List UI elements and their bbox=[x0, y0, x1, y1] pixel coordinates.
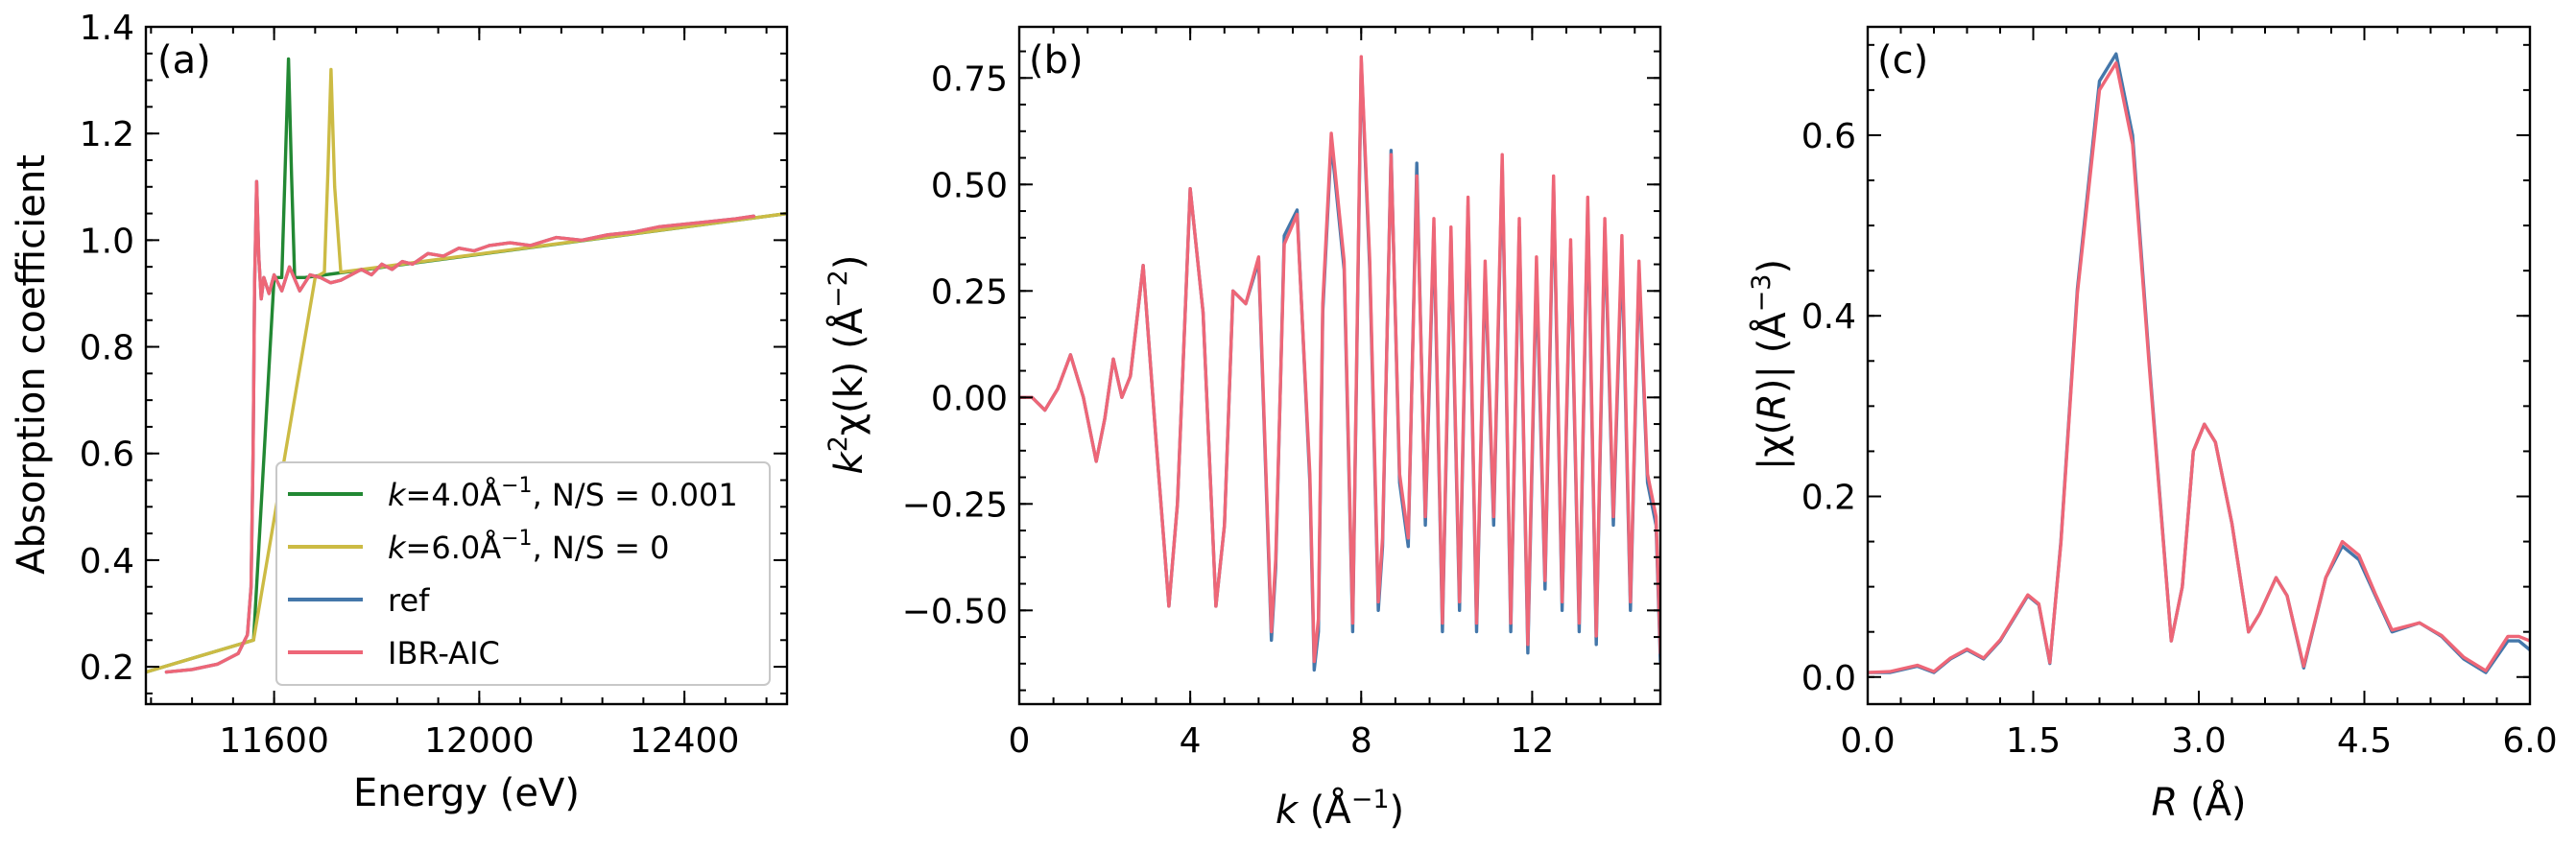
panel-a-x-tick-label: 11600 bbox=[219, 721, 329, 761]
panel-c-y-label-italic: R bbox=[1751, 393, 1795, 420]
panel-a-x-tick-label: 12000 bbox=[424, 721, 535, 761]
panel-a-legend: k=4.0Å−1, N/S = 0.001 k=6.0Å−1, N/S = 0 … bbox=[276, 462, 770, 685]
panel-b-x-label-tail: ) bbox=[1390, 789, 1405, 833]
panel-b-label: (b) bbox=[1029, 38, 1084, 82]
panel-c-x-tick-label: 3.0 bbox=[2171, 721, 2226, 761]
legend-label-k4-sup: −1 bbox=[501, 474, 532, 498]
panel-c-y-label-tail: ) bbox=[1751, 259, 1795, 274]
panel-a-y-tick-label: 1.2 bbox=[80, 115, 134, 154]
panel-b-y-tick-label: 0.75 bbox=[931, 59, 1008, 99]
panel-a-y-tick-label: 1.0 bbox=[80, 222, 134, 261]
panel-c-x-tick-label: 1.5 bbox=[2006, 721, 2061, 761]
panel-c-y-axis-label: |χ(R)| (Å−3) bbox=[1747, 259, 1795, 470]
panel-c-x-label-main: (Å) bbox=[2178, 779, 2246, 825]
legend-label-k4-tail: , N/S = 0.001 bbox=[533, 477, 738, 513]
panel-b-y-label-italic: k bbox=[827, 450, 871, 474]
panel-b-x-label-italic: k bbox=[1276, 789, 1300, 833]
panel-c-label: (c) bbox=[1877, 38, 1928, 82]
panel-c-y-tick-label: 0.4 bbox=[1801, 297, 1856, 337]
panel-a-y-axis-label: Absorption coefficient bbox=[10, 154, 54, 575]
panel-b-x-label-main: (Å bbox=[1298, 787, 1351, 833]
panel-b-y-tick-label: 0.25 bbox=[931, 272, 1008, 312]
panel-a-x-tick-label: 12400 bbox=[630, 721, 740, 761]
panel-c-x-tick-label: 4.5 bbox=[2337, 721, 2392, 761]
panel-c-y-label-sup: −3 bbox=[1747, 274, 1777, 313]
legend-label-k6-main: =6.0Å bbox=[406, 530, 502, 566]
panel-c-y-tick-label: 0.0 bbox=[1801, 659, 1856, 698]
panel-b-series-line-2 bbox=[1019, 57, 1660, 662]
panel-c-series-line-1 bbox=[1868, 54, 2530, 672]
panel-b-x-axis-label: k (Å−1) bbox=[1276, 785, 1404, 833]
panel-c-ticks-group: 0.0 1.5 3.0 4.5 6.0 0.0 0.2 0.4 0.6 bbox=[1801, 27, 2558, 761]
panel-a-y-tick-label: 0.2 bbox=[80, 648, 134, 688]
panel-a-y-tick-label: 0.6 bbox=[80, 436, 134, 475]
panel-b-y-label-sup2: −2 bbox=[823, 270, 853, 308]
legend-label-ref: ref bbox=[388, 582, 430, 619]
panel-b-x-label-sup: −1 bbox=[1351, 785, 1390, 814]
panel-b-x-tick-label: 12 bbox=[1510, 721, 1554, 761]
panel-c-y-tick-label: 0.2 bbox=[1801, 478, 1856, 517]
panel-a-label: (a) bbox=[157, 38, 211, 82]
legend-label-k4-italic: k bbox=[388, 477, 407, 513]
legend-label-k4: k=4.0Å−1, N/S = 0.001 bbox=[388, 474, 738, 513]
panel-c-y-tick-label: 0.6 bbox=[1801, 117, 1856, 156]
panel-c-series-group bbox=[1868, 54, 2530, 672]
legend-label-k6-italic: k bbox=[388, 530, 407, 566]
panel-c-y-label-part1: |χ( bbox=[1751, 420, 1795, 470]
panel-b-y-label-tail: ) bbox=[827, 255, 871, 271]
panel-b-y-tick-label: −0.50 bbox=[902, 592, 1008, 631]
panel-c-x-axis-label: R (Å) bbox=[2151, 779, 2246, 825]
panel-c-y-label-part2: )| (Å bbox=[1749, 312, 1795, 393]
panel-b-series-group bbox=[1019, 57, 1660, 670]
panel-c-frame bbox=[1868, 27, 2530, 704]
panel-a-y-tick-label: 1.4 bbox=[80, 9, 134, 48]
panel-a: 11600 12000 12400 0.2 0.4 0.6 0.8 1.0 1.2 1.4 (a)… bbox=[10, 9, 787, 815]
panel-c-x-tick-label: 6.0 bbox=[2502, 721, 2557, 761]
panel-b-x-tick-label: 4 bbox=[1180, 721, 1202, 761]
panel-c-series-line-2 bbox=[1868, 63, 2530, 672]
legend-label-k4-main: =4.0Å bbox=[406, 477, 502, 513]
panel-b-y-tick-label: −0.25 bbox=[902, 485, 1008, 525]
legend-label-k6-tail: , N/S = 0 bbox=[533, 530, 670, 566]
panel-b-y-label-sup1: 2 bbox=[823, 436, 853, 452]
panel-a-y-tick-label: 0.4 bbox=[80, 542, 134, 581]
panel-b-x-tick-label: 0 bbox=[1009, 721, 1031, 761]
panel-b: 0 4 8 12 −0.50 −0.25 0.00 0.25 0.50 0.75 (b) k (Å… bbox=[823, 27, 1660, 833]
legend-label-k6-sup: −1 bbox=[501, 527, 532, 551]
panel-c: 0.0 1.5 3.0 4.5 6.0 0.0 0.2 0.4 0.6 (c) R (Å) |χ… bbox=[1747, 27, 2558, 825]
legend-label-ibr-aic: IBR-AIC bbox=[388, 635, 500, 671]
panel-b-y-tick-label: 0.50 bbox=[931, 166, 1008, 205]
panel-b-y-label-main: χ(k) (Å bbox=[825, 307, 871, 436]
panel-a-x-axis-label: Energy (eV) bbox=[353, 771, 580, 815]
panel-c-x-tick-label: 0.0 bbox=[1840, 721, 1895, 761]
panel-b-x-tick-label: 8 bbox=[1350, 721, 1372, 761]
panel-a-y-tick-label: 0.8 bbox=[80, 329, 134, 368]
panel-b-y-tick-label: 0.00 bbox=[931, 379, 1008, 418]
panel-c-x-label-italic: R bbox=[2151, 781, 2178, 825]
panel-b-y-axis-label: k2χ(k) (Å−2) bbox=[823, 255, 871, 475]
